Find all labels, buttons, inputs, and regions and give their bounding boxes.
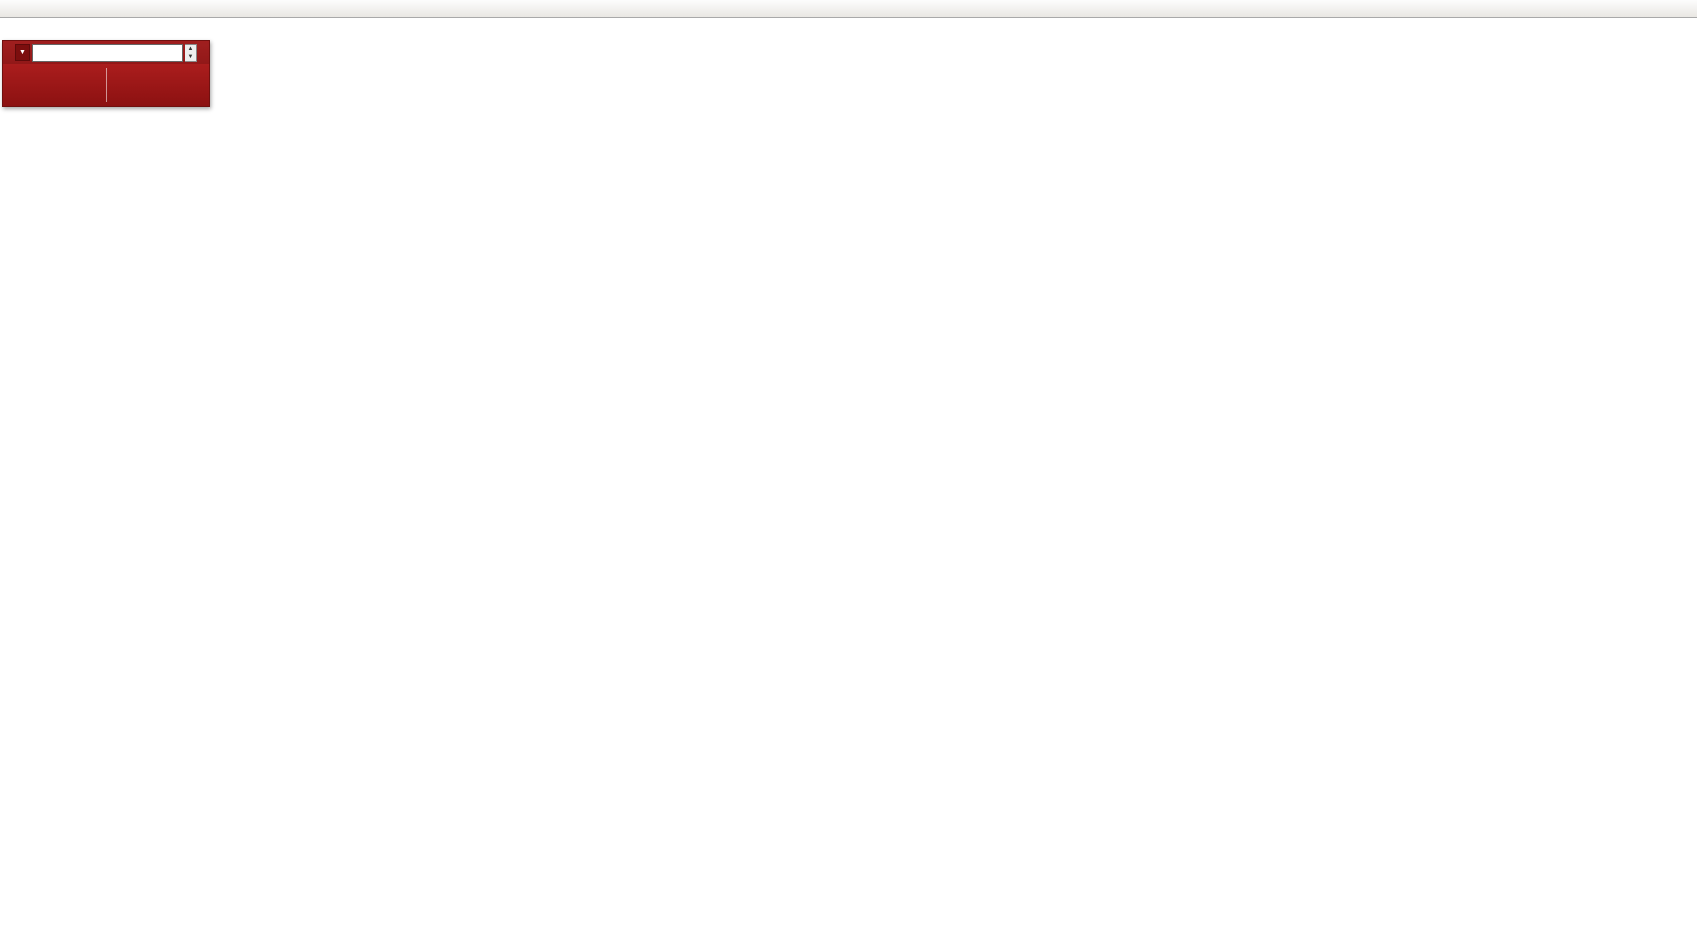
buy-price-button[interactable]: [107, 64, 210, 106]
price-divider: [105, 68, 107, 102]
trade-options-dropdown-icon[interactable]: ▼: [15, 44, 30, 61]
sell-price-button[interactable]: [3, 64, 106, 106]
volume-up-icon[interactable]: ▲: [187, 45, 194, 52]
toolbar: [0, 0, 1697, 18]
one-click-trading-panel: ▼ ▲ ▼: [2, 40, 210, 107]
volume-stepper[interactable]: ▲ ▼: [185, 43, 197, 62]
volume-input[interactable]: [32, 43, 183, 62]
volume-down-icon[interactable]: ▼: [187, 53, 194, 60]
